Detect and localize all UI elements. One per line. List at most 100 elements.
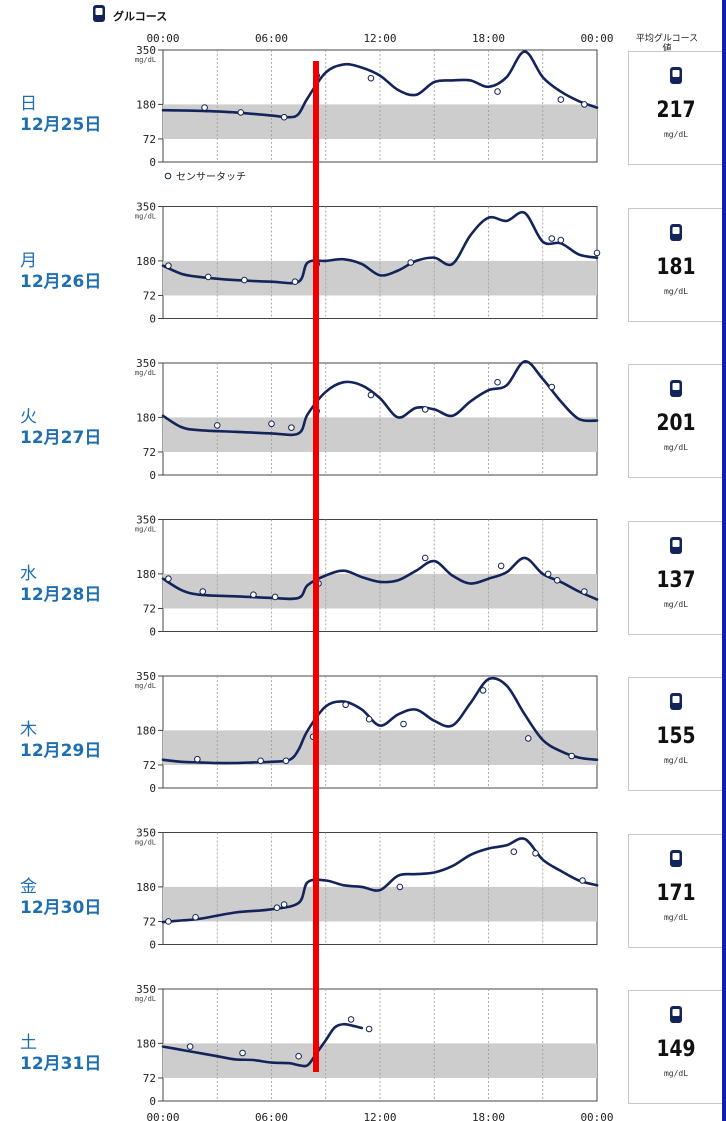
sensor-scan-point	[165, 918, 172, 925]
sensor-scan-point	[557, 236, 565, 244]
average-glucose-value: 217	[656, 98, 696, 123]
average-glucose-unit: mg/dL	[663, 756, 689, 765]
target-range-band	[163, 1043, 597, 1078]
sensor-scan-point	[497, 562, 505, 570]
average-glucose-box: 181 mg/dL	[628, 207, 726, 322]
target-range-band	[163, 104, 597, 139]
average-glucose-unit: mg/dL	[663, 286, 689, 296]
day-label: 土 12月31日	[20, 1033, 130, 1075]
target-range-band	[163, 260, 597, 296]
sensor-scan-point	[548, 235, 556, 242]
y-tick-label: 180	[136, 724, 156, 737]
day-label: 木 12月29日	[20, 720, 130, 762]
sensor-scan-point	[282, 757, 290, 765]
bottom-x-tick-label: 00:00	[146, 1111, 179, 1121]
day-label: 水 12月28日	[20, 564, 130, 606]
y-tick-label: 180	[136, 568, 156, 581]
sensor-scan-point	[257, 757, 264, 765]
sensor-scan-point	[532, 850, 539, 857]
sensor-scan-point	[201, 104, 208, 111]
sensor-scan-point	[165, 575, 172, 583]
y-tick-label: 72	[143, 446, 156, 459]
y-tick-label: 180	[136, 255, 156, 268]
average-glucose-box: 171 mg/dL	[628, 833, 726, 948]
average-glucose-unit: mg/dL	[663, 130, 689, 139]
sensor-scan-point	[199, 588, 207, 595]
sensor-scan-point	[579, 877, 586, 884]
sensor-scan-point	[213, 422, 221, 429]
sensor-scan-point	[271, 593, 279, 601]
date-label: 12月30日	[20, 897, 102, 918]
average-glucose-box: 155 mg/dL	[628, 677, 726, 791]
target-range-band	[163, 886, 597, 922]
y-tick-label: 0	[149, 782, 156, 795]
sensor-scan-point	[273, 904, 281, 912]
sensor-scan-point	[479, 687, 487, 694]
y-tick-label: 180	[136, 411, 156, 424]
glucose-line	[161, 837, 599, 924]
y-tick-label: 350	[136, 201, 156, 214]
sensor-scan-point	[593, 249, 601, 257]
sensor-scan-point	[367, 74, 375, 82]
y-tick-label: 350	[136, 514, 156, 527]
glucose-meter-icon	[93, 5, 105, 22]
glucose-line	[161, 556, 599, 601]
average-glucose-value: 137	[656, 567, 696, 593]
y-tick-label: 72	[143, 915, 156, 928]
day-label: 日 12月25日	[20, 94, 130, 136]
weekday-label: 火	[20, 407, 37, 427]
average-glucose-unit: mg/dL	[663, 1069, 689, 1078]
y-unit-label: mg/dL	[135, 839, 156, 847]
y-tick-label: 0	[149, 939, 156, 952]
average-glucose-box: 149 mg/dL	[628, 990, 726, 1104]
sensor-scan-point	[280, 113, 288, 121]
time-marker	[313, 61, 319, 1072]
target-range-band	[163, 730, 597, 765]
sensor-scan-point	[186, 1043, 194, 1050]
sensor-scan-point	[421, 554, 429, 562]
bottom-x-tick-label: 06:00	[255, 1111, 288, 1121]
date-label: 12月31日	[20, 1054, 102, 1074]
target-range-band	[163, 573, 597, 609]
day-label: 月 12月26日	[20, 251, 130, 293]
y-unit-label: mg/dL	[135, 369, 156, 377]
y-unit-label: mg/dL	[135, 213, 156, 221]
top-x-tick-label: 06:00	[255, 32, 288, 45]
glucose-meter-icon	[670, 536, 682, 554]
weekday-label: 土	[20, 1033, 37, 1053]
chart-title: グルコース	[113, 10, 168, 23]
glucose-meter-icon	[670, 380, 682, 397]
sensor-scan-point	[494, 378, 501, 386]
sensor-scan-point	[553, 577, 561, 584]
day-label: 火 12月27日	[20, 407, 130, 449]
y-tick-label: 350	[136, 670, 156, 683]
y-tick-label: 0	[149, 626, 156, 639]
average-glucose-header: 平均グルコース値	[635, 34, 699, 54]
weekday-label: 月	[20, 250, 37, 271]
sensor-scan-point	[237, 109, 245, 116]
average-glucose-value: 201	[656, 411, 696, 436]
y-tick-label: 350	[136, 983, 156, 996]
date-label: 12月27日	[20, 428, 102, 448]
sensor-scan-point	[268, 420, 275, 428]
average-glucose-unit: mg/dL	[663, 443, 689, 452]
date-label: 12月25日	[20, 115, 102, 135]
sensor-scan-point	[548, 383, 556, 391]
bottom-x-tick-label: 12:00	[363, 1111, 396, 1121]
top-x-tick-label: 12:00	[363, 32, 396, 45]
average-glucose-value: 171	[656, 880, 696, 906]
sensor-scan-point	[347, 1016, 355, 1023]
sensor-scan-point	[288, 424, 295, 431]
sensor-scan-point	[421, 406, 429, 413]
sensor-scan-point	[365, 1025, 373, 1033]
y-tick-label: 350	[136, 44, 156, 57]
glucose-line	[161, 210, 599, 285]
sensor-scan-point	[280, 901, 288, 908]
average-glucose-box: 201 mg/dL	[628, 364, 726, 478]
sensor-scan-point	[241, 276, 248, 284]
y-tick-label: 72	[143, 133, 156, 146]
y-tick-label: 180	[136, 881, 156, 894]
sensor-scan-point	[295, 1052, 302, 1060]
weekday-label: 金	[20, 876, 37, 897]
